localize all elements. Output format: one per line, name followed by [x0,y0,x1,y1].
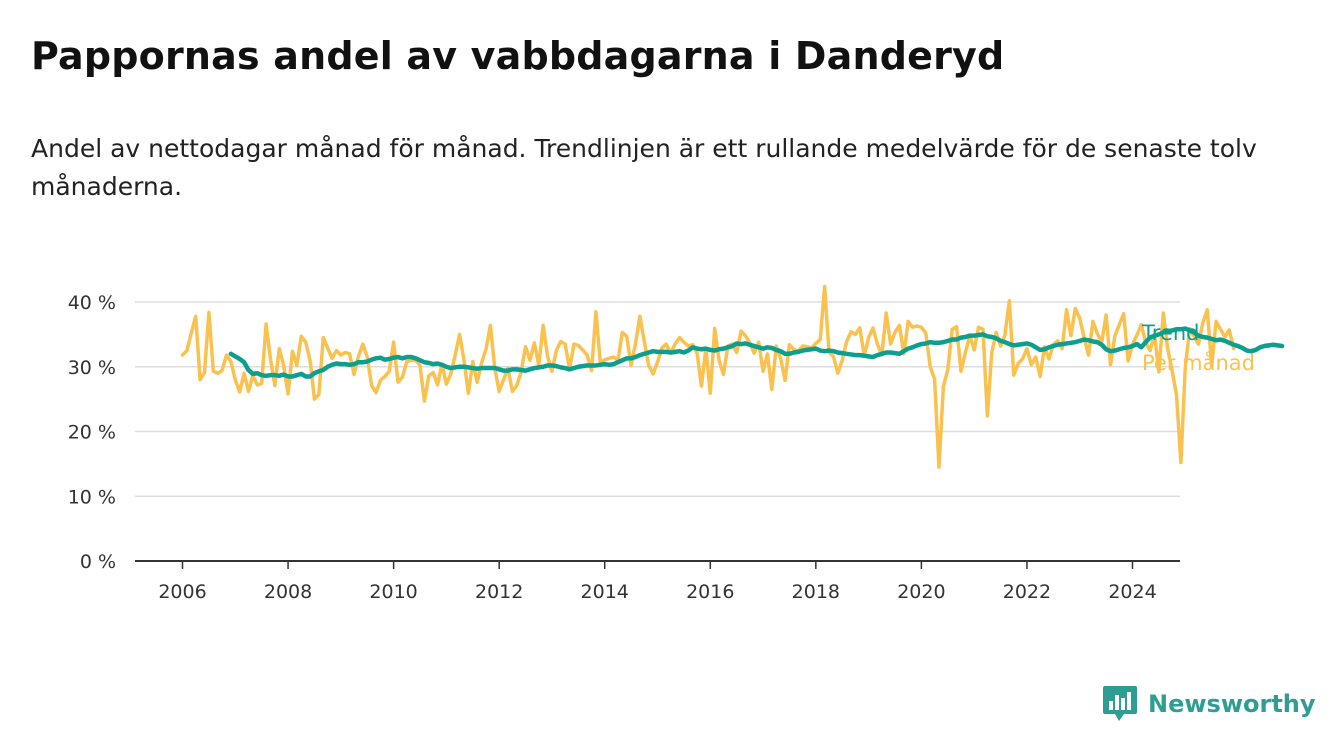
x-tick-label: 2016 [686,581,734,603]
x-tick-label: 2020 [897,581,945,603]
y-tick-label: 40 % [68,292,116,314]
y-tick-label: 10 % [68,486,116,508]
x-tick-label: 2024 [1108,581,1156,603]
chart-title: Pappornas andel av vabbdagarna i Dandery… [31,34,1005,78]
series-lines [180,284,1285,469]
legend-monthly-label: Per månad [1142,350,1255,375]
brand-name: Newsworthy [1148,690,1316,718]
monthly-series-line [180,284,1236,469]
x-tick-label: 2022 [1003,581,1051,603]
x-tick-label: 2008 [264,581,312,603]
newsworthy-logo-icon [1103,686,1137,721]
x-tick-label: 2018 [792,581,840,603]
x-axis-ticks: 2006 2008 2010 2012 2014 2016 2018 2020 2022 2024 [135,560,1180,603]
trend-series-line [228,326,1285,379]
brand-logo: Newsworthy [1102,684,1316,724]
y-tick-label: 0 % [80,551,116,573]
legend: Trend Per månad [1141,321,1255,375]
chart-subtitle: Andel av nettodagar månad för månad. Tre… [31,134,1257,201]
x-tick-label: 2010 [369,581,417,603]
y-tick-label: 20 % [68,422,116,444]
legend-trend-label: Trend [1141,321,1199,345]
y-axis-ticks: 0 % 10 % 20 % 30 % 40 % [68,292,116,573]
x-tick-label: 2006 [158,581,206,603]
x-tick-label: 2014 [581,581,629,603]
grid-lines [135,301,1180,497]
x-tick-label: 2012 [475,581,523,603]
y-tick-label: 30 % [68,357,116,379]
